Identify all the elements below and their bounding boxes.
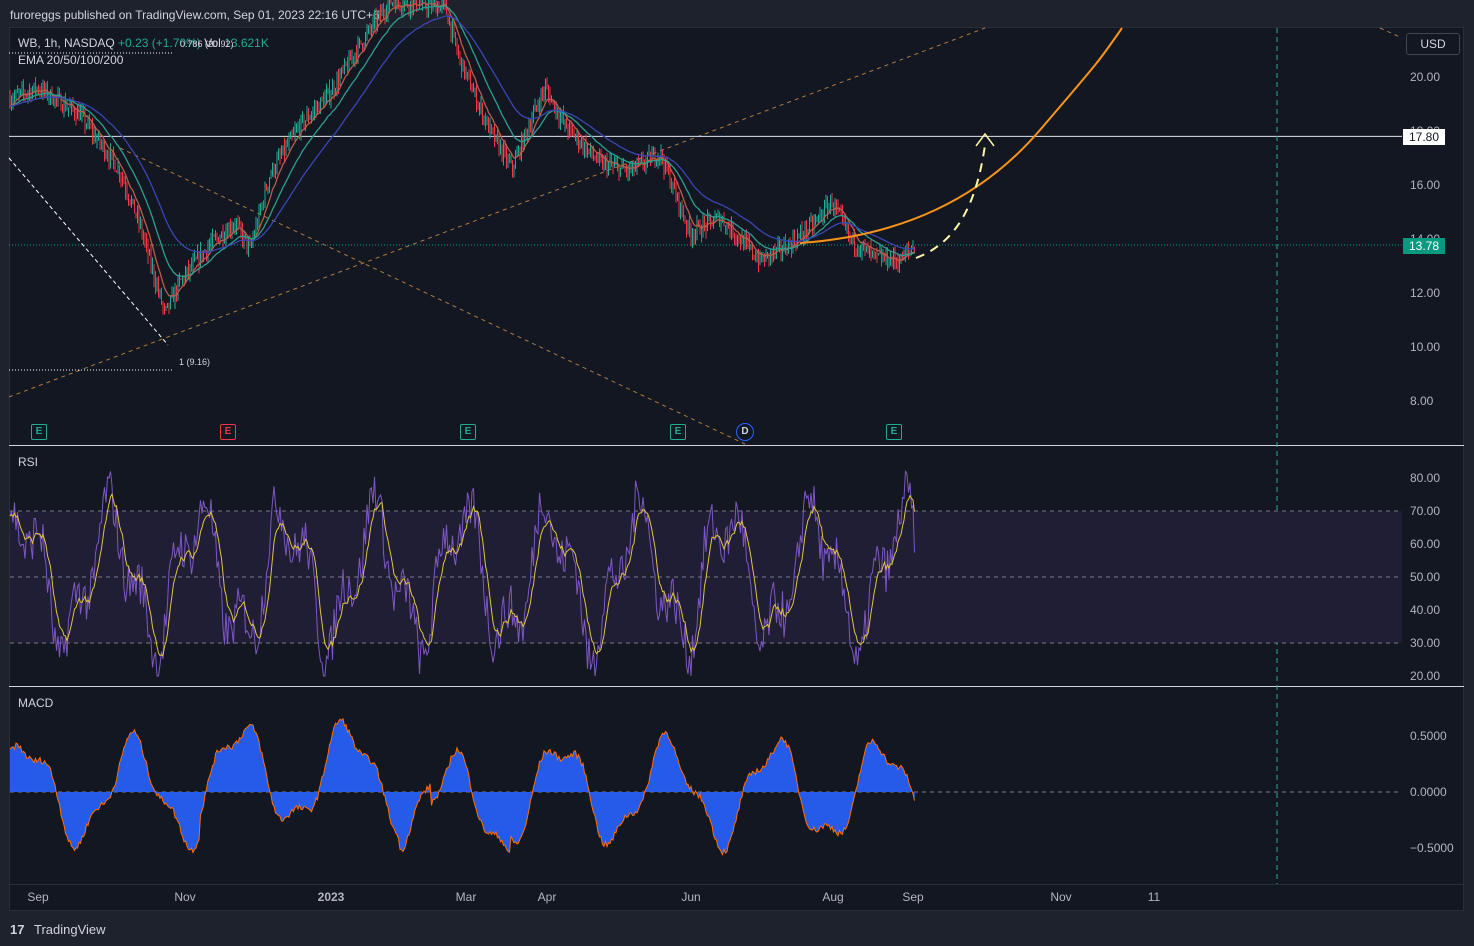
- price-axis-label: 12.00: [1410, 286, 1440, 300]
- time-axis-label: Sep: [902, 890, 924, 904]
- ema-line: [9, 15, 915, 254]
- price-axis-label: 16.00: [1410, 178, 1440, 192]
- footer: 17 TradingView: [0, 912, 1474, 946]
- rsi-signal-line: [9, 492, 915, 657]
- trendline-falling: [119, 147, 746, 445]
- forecast-path: [915, 144, 986, 259]
- rsi-axis-label: 80.00: [1410, 471, 1440, 485]
- earnings-icon[interactable]: E: [31, 424, 47, 440]
- symbol-legend[interactable]: WB, 1h, NASDAQ +0.23 (+1.70%) Vol 13.621…: [18, 36, 269, 50]
- time-axis-label: 2023: [318, 890, 345, 904]
- time-axis-label: Apr: [538, 890, 557, 904]
- trendline-falling-right: [1379, 27, 1403, 39]
- projection-arc: [799, 27, 1123, 244]
- fib-top-label: 0.786 (20.92): [180, 39, 234, 49]
- time-axis-label: Nov: [174, 890, 195, 904]
- macd-axis-label: 0.5000: [1410, 729, 1447, 743]
- rsi-axis-label: 50.00: [1410, 570, 1440, 584]
- macd-histogram: [10, 718, 915, 855]
- macd-pane-title[interactable]: MACD: [18, 696, 54, 710]
- earnings-icon[interactable]: E: [886, 424, 902, 440]
- last-price-tag: 13.78: [1403, 238, 1445, 254]
- rsi-axis-label: 40.00: [1410, 603, 1440, 617]
- price-change: +0.23 (+1.70%): [118, 36, 201, 50]
- price-axis-label: 8.00: [1410, 394, 1434, 408]
- macd-signal-line: [9, 717, 915, 856]
- time-axis-label: 11: [1148, 890, 1161, 904]
- rsi-line: [9, 470, 915, 677]
- time-axis-label: Jun: [681, 890, 700, 904]
- macd-axis-label: −0.5000: [1410, 841, 1454, 855]
- fib-diagonal: [8, 157, 169, 346]
- dividend-icon[interactable]: D: [736, 423, 754, 441]
- fib-bottom-label: 1 (9.16): [179, 357, 211, 367]
- symbol-name: WB, 1h, NASDAQ: [18, 36, 115, 50]
- tradingview-logo-icon: 17: [10, 922, 25, 937]
- rsi-axis-label: 70.00: [1410, 504, 1440, 518]
- time-axis-label: Nov: [1050, 890, 1071, 904]
- ema-legend[interactable]: EMA 20/50/100/200: [18, 53, 124, 67]
- time-axis-label: Sep: [27, 890, 49, 904]
- earnings-icon[interactable]: E: [460, 424, 476, 440]
- earnings-icon[interactable]: E: [670, 424, 686, 440]
- currency-button[interactable]: USD: [1406, 33, 1460, 55]
- time-axis-label: Mar: [456, 890, 477, 904]
- time-axis-label: Aug: [822, 890, 843, 904]
- price-axis-label: 20.00: [1410, 70, 1440, 84]
- rsi-axis-label: 60.00: [1410, 537, 1440, 551]
- footer-brand: TradingView: [34, 922, 106, 937]
- publisher-bar: furoreggs published on TradingView.com, …: [0, 0, 1474, 28]
- macd-axis-label: 0.0000: [1410, 785, 1447, 799]
- rsi-axis-label: 30.00: [1410, 636, 1440, 650]
- earnings-icon[interactable]: E: [220, 424, 236, 440]
- level-price-tag: 17.80: [1403, 129, 1445, 145]
- trendline-rising: [8, 27, 986, 398]
- publisher-text: furoreggs published on TradingView.com, …: [10, 8, 380, 22]
- rsi-axis-label: 20.00: [1410, 669, 1440, 683]
- volume-label: Vol: [204, 36, 221, 50]
- price-axis-label: 10.00: [1410, 340, 1440, 354]
- ema-line: [9, 2, 915, 298]
- volume-value: 13.621K: [224, 36, 269, 50]
- rsi-pane-title[interactable]: RSI: [18, 455, 39, 469]
- forecast-arrowhead: [975, 132, 995, 147]
- ema-line: [9, 5, 915, 278]
